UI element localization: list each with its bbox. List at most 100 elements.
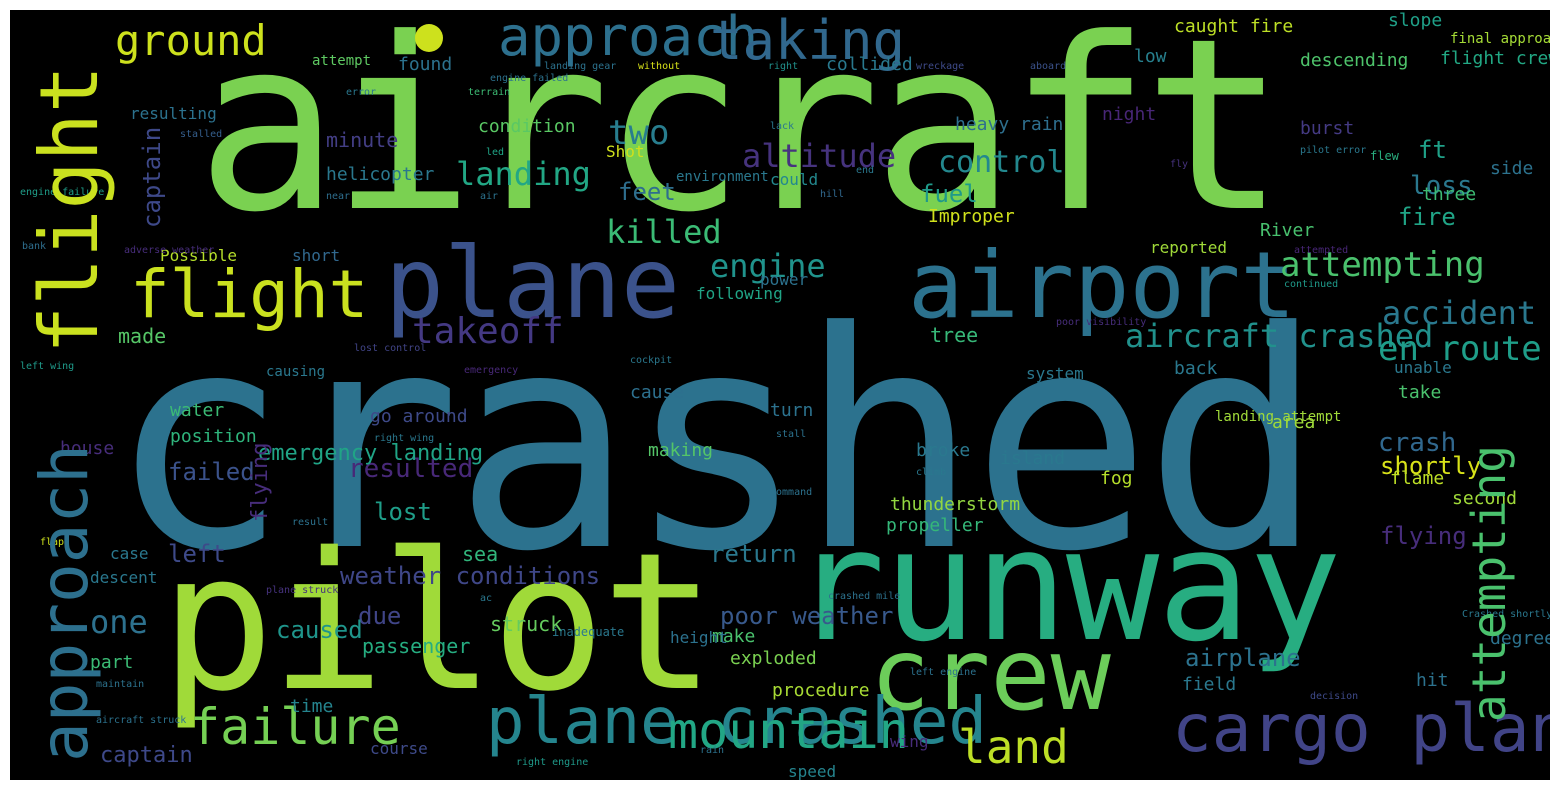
word-aircraft-crashed: takeoff <box>412 311 564 352</box>
word-pilot-error-v: environment <box>676 169 769 185</box>
word-maintain: air <box>480 191 499 202</box>
word-low: hit <box>1416 670 1449 691</box>
word-exploded: take <box>1398 382 1442 403</box>
word-three: thunderstorm <box>890 494 1021 515</box>
word-crashed-mile: wreckage <box>916 61 965 72</box>
word-captain: captain <box>138 126 166 228</box>
word-condition: slope <box>1388 10 1443 31</box>
word-way: error <box>346 87 377 98</box>
word-continued: terrain <box>468 87 511 98</box>
word-rain: adverse weather <box>124 245 215 256</box>
word-crash: lost <box>374 498 432 526</box>
word-cause: helicopter <box>326 164 435 185</box>
word-mountain: land <box>958 720 1069 774</box>
word-go-around: could <box>770 170 819 189</box>
word-altitude: aircraft crashed <box>1125 317 1434 355</box>
word-moon: rain <box>700 745 725 756</box>
word-killed: altitude <box>742 137 897 175</box>
word-propeller: exploded <box>730 648 817 669</box>
word-land: plane crashed <box>486 685 987 759</box>
word-night: unable <box>1394 358 1452 377</box>
word-fog: shortly <box>1380 452 1482 480</box>
word-attempt: position <box>170 426 257 447</box>
word-caught-fire-v: side <box>1490 158 1534 179</box>
word-fly: poor visibility <box>1056 317 1147 328</box>
word-wreckage: course <box>370 739 428 758</box>
word-tree: fire <box>1398 203 1456 231</box>
word-climb: landing gear <box>544 61 617 72</box>
word-degree: command <box>770 487 813 498</box>
word-power: night <box>1102 104 1157 125</box>
word-water: Shot <box>606 142 645 161</box>
word-part: Possible <box>160 246 238 265</box>
word-caused: poor weather <box>720 602 894 630</box>
word-resulting: descending <box>1300 50 1409 71</box>
word-shot: final approach <box>1450 31 1550 47</box>
word-house: ac <box>480 593 493 604</box>
word-plane: plane <box>385 227 681 341</box>
word-flew: landing attempt <box>1215 409 1342 425</box>
word-improper: flight crew <box>1440 48 1550 69</box>
word-time: following <box>696 284 783 303</box>
word-terrain-v: house <box>60 438 115 459</box>
word-landing: en route <box>1378 329 1542 369</box>
word-area: failed <box>168 458 255 486</box>
word-adverse-weather: continued <box>1284 279 1339 290</box>
word-airport: airport <box>908 232 1296 339</box>
word-flight-crew-v: island <box>1000 448 1066 469</box>
word-make: causing <box>266 364 326 380</box>
word-attempted: attempt <box>312 53 372 69</box>
word-environment: aircraft struck <box>96 715 187 726</box>
word-bank: attempted <box>1294 245 1349 256</box>
word-due: one <box>90 603 148 641</box>
word-approach: approach <box>26 444 103 762</box>
word-lost-control: stalled <box>180 129 223 140</box>
word-stalled: turn <box>770 400 814 421</box>
word-slope: broke <box>916 440 971 461</box>
word-landing-attempt-v: Crashed shortly <box>1462 609 1550 620</box>
word-flying: emergency landing <box>258 441 484 466</box>
word-field: area <box>1272 412 1316 433</box>
word-short: found <box>398 54 453 75</box>
word-speed: water <box>170 400 225 421</box>
word-flame: flying <box>1380 522 1467 550</box>
word-emergency-landing: sea <box>462 542 499 566</box>
word-takeoff: failure <box>190 698 401 756</box>
word-result: fly <box>1170 159 1189 170</box>
word-decision: right <box>768 61 799 72</box>
word-right-wing: near <box>326 191 351 202</box>
word-side: stall <box>776 429 807 440</box>
word-aircraft-struck: lack <box>770 121 795 132</box>
word-crashed-shortly-v: flap <box>40 537 65 548</box>
word-made: ft <box>1418 136 1447 164</box>
word-found: three <box>1422 184 1477 205</box>
word-failed: return <box>710 540 797 568</box>
word-take: crash <box>1378 428 1457 458</box>
word-right-engine: hill <box>820 189 845 200</box>
word-left-wing: engine failure <box>20 187 105 198</box>
word-position: Improper <box>928 206 1015 227</box>
word-could: caught fire <box>1174 16 1294 37</box>
word-hill: time <box>290 696 334 717</box>
word-struck: weather conditions <box>340 562 601 590</box>
word-lost: struck <box>490 612 563 636</box>
word-attempting: attempting <box>1462 445 1516 722</box>
word-possible: collided <box>826 54 913 75</box>
word-right: wing <box>890 732 929 751</box>
word-air: descent <box>90 568 158 587</box>
word-cockpit: led <box>486 147 505 158</box>
dot-mark <box>415 24 443 52</box>
word-crashed: crashed <box>108 268 1324 617</box>
word-aboard: make <box>712 626 756 647</box>
word-runway: runway <box>792 495 1342 676</box>
word-height: maintain <box>96 679 145 690</box>
word-making: flame <box>1390 468 1445 489</box>
word-control: accident <box>1382 294 1537 332</box>
word-cargo-plane: ground <box>115 16 267 65</box>
word-loss: killed <box>606 213 722 251</box>
word-engine: mountain <box>668 702 909 760</box>
word-collided: River <box>1260 220 1315 241</box>
word-crew: crew <box>870 616 1111 733</box>
word-fuel: feet <box>618 178 676 206</box>
word-procedure: fog <box>1100 468 1133 489</box>
